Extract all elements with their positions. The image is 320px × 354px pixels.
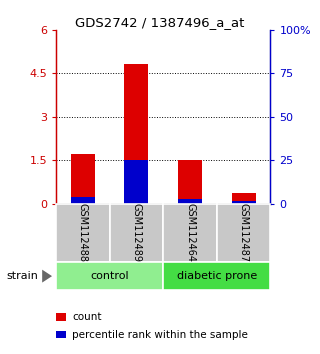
Bar bbox=[232, 193, 256, 204]
Bar bbox=[124, 64, 148, 204]
Text: strain: strain bbox=[6, 271, 38, 281]
Text: count: count bbox=[72, 312, 101, 322]
Text: GSM112487: GSM112487 bbox=[239, 203, 249, 262]
Bar bbox=[178, 199, 202, 204]
Text: percentile rank within the sample: percentile rank within the sample bbox=[72, 330, 248, 339]
Text: GSM112488: GSM112488 bbox=[78, 203, 88, 262]
Text: GDS2742 / 1387496_a_at: GDS2742 / 1387496_a_at bbox=[75, 16, 245, 29]
Bar bbox=[124, 160, 148, 204]
Text: control: control bbox=[90, 271, 129, 281]
Text: GSM112464: GSM112464 bbox=[185, 203, 195, 262]
Text: diabetic prone: diabetic prone bbox=[177, 271, 257, 281]
Bar bbox=[232, 201, 256, 204]
Bar bbox=[71, 154, 95, 204]
Bar bbox=[71, 198, 95, 204]
Text: GSM112489: GSM112489 bbox=[132, 203, 141, 262]
Bar bbox=[178, 160, 202, 204]
